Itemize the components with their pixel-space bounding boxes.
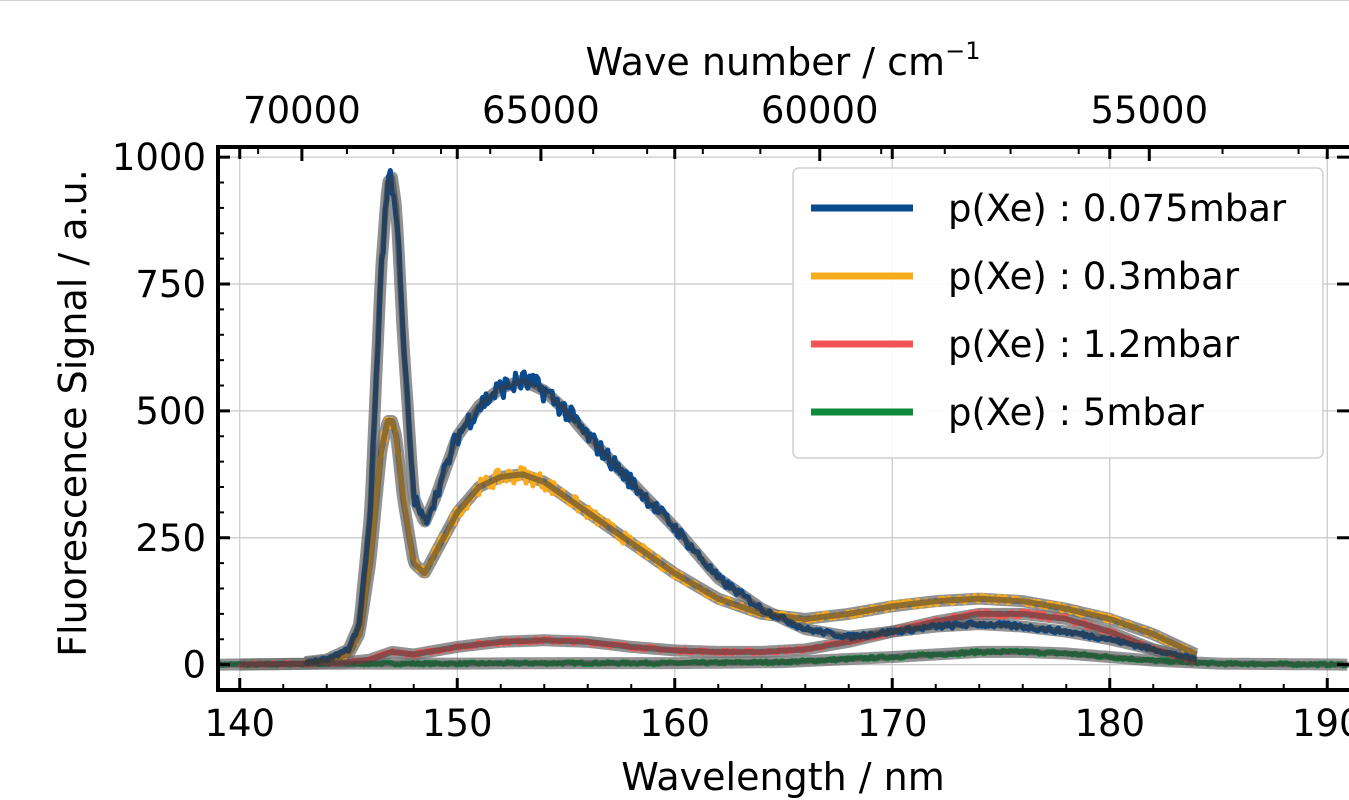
legend: p(Xe) : 0.075mbar p(Xe) : 0.3mbar p(Xe) : … bbox=[792, 167, 1324, 459]
legend-label-1: p(Xe) : 0.3mbar bbox=[948, 255, 1240, 298]
fit-overlay-0 bbox=[304, 174, 1198, 666]
y-tick-label-2: 500 bbox=[135, 390, 206, 433]
data-series bbox=[215, 168, 1349, 669]
y-axis-title: Fluorescence Signal / a.u. bbox=[51, 169, 95, 657]
top-axis-title-main: Wave number / cm bbox=[586, 40, 946, 84]
tick-labels: 140 150 160 170 180 190 0 250 500 750 1000 70000 650… bbox=[112, 89, 1349, 745]
top-axis-title: Wave number / cm−1 bbox=[586, 37, 981, 84]
axis-ticks bbox=[218, 147, 1349, 690]
top-tick-label-2: 60000 bbox=[761, 89, 879, 132]
x-tick-label-0: 140 bbox=[204, 702, 275, 745]
fit-overlay-1 bbox=[304, 418, 1198, 667]
fit-overlay-2 bbox=[238, 610, 1198, 668]
fit-overlay-3 bbox=[217, 648, 1349, 668]
x-tick-label-5: 190 bbox=[1292, 702, 1349, 745]
y-tick-label-1: 250 bbox=[135, 517, 206, 560]
top-tick-label-0: 70000 bbox=[243, 89, 361, 132]
y-tick-label-0: 0 bbox=[182, 644, 206, 687]
x-axis-title: Wavelength / nm bbox=[621, 755, 944, 799]
legend-label-2: p(Xe) : 1.2mbar bbox=[948, 323, 1240, 366]
y-tick-label-3: 750 bbox=[135, 263, 206, 306]
x-tick-label-3: 170 bbox=[857, 702, 928, 745]
legend-label-0: p(Xe) : 0.075mbar bbox=[948, 187, 1287, 230]
top-tick-label-1: 65000 bbox=[482, 89, 600, 132]
top-axis-title-sup: −1 bbox=[945, 37, 980, 65]
legend-label-3: p(Xe) : 5mbar bbox=[948, 391, 1205, 434]
x-tick-label-1: 150 bbox=[422, 702, 493, 745]
plot-frame bbox=[216, 145, 1349, 692]
top-border-line bbox=[0, 0, 1349, 1]
x-tick-label-4: 180 bbox=[1074, 702, 1145, 745]
x-tick-label-2: 160 bbox=[639, 702, 710, 745]
y-tick-label-4: 1000 bbox=[112, 136, 206, 179]
legend-box bbox=[792, 167, 1324, 459]
top-tick-label-3: 55000 bbox=[1090, 89, 1208, 132]
